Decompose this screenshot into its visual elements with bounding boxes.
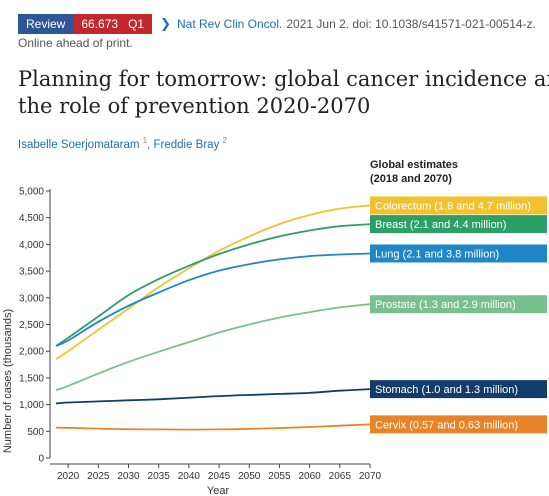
incidence-chart: Global estimates (2018 and 2070) Number … bbox=[2, 159, 547, 496]
author-list: Isabelle Soerjomataram 1, Freddie Bray 2 bbox=[18, 136, 227, 151]
y-tick-label: 4,000 bbox=[19, 240, 44, 251]
x-tick-label: 2060 bbox=[298, 471, 321, 482]
x-tick-label: 2065 bbox=[329, 471, 352, 482]
x-tick-label: 2050 bbox=[238, 471, 261, 482]
legend-title-line-2: (2018 and 2070) bbox=[370, 173, 452, 185]
x-tick-label: 2035 bbox=[148, 471, 171, 482]
author-name[interactable]: Isabelle Soerjomataram bbox=[18, 138, 140, 151]
author-affiliation[interactable]: 2 bbox=[222, 136, 227, 145]
legend-label-box-cervix bbox=[370, 415, 547, 434]
legend-label-box-colorectum bbox=[370, 196, 547, 215]
x-tick-label: 2045 bbox=[208, 471, 231, 482]
x-tick-label: 2055 bbox=[268, 471, 291, 482]
y-tick-label: 500 bbox=[27, 427, 44, 438]
legend-label-box-breast bbox=[370, 215, 547, 234]
y-axis-label: Number of cases (thousands) bbox=[2, 309, 14, 453]
legend-label-prostate: Prostate (1.3 and 2.9 million) bbox=[375, 299, 516, 311]
author-separator: , bbox=[147, 138, 154, 151]
series-line-lung bbox=[55, 252, 371, 347]
quartile-value: Q1 bbox=[128, 17, 145, 31]
y-tick-label: 4,500 bbox=[19, 213, 44, 224]
legend-title-line-1: Global estimates bbox=[370, 159, 458, 171]
author-affiliation[interactable]: 1 bbox=[142, 136, 148, 145]
series-line-breast bbox=[55, 223, 371, 347]
series-line-stomach bbox=[55, 388, 371, 405]
legend-label-colorectum: Colorectum (1.8 and 4.7 million) bbox=[375, 200, 531, 212]
y-tick-label: 1,000 bbox=[19, 400, 44, 411]
impact-factor-value: 66.673 bbox=[81, 17, 119, 31]
citation-text: 2021 Jun 2. doi: 10.1038/s41571-021-0051… bbox=[286, 17, 536, 31]
x-tick-label: 2070 bbox=[359, 471, 382, 482]
y-tick-label: 5,000 bbox=[19, 187, 44, 198]
y-tick-label: 2,000 bbox=[19, 347, 44, 358]
y-tick-label: 1,500 bbox=[19, 373, 44, 384]
review-badge[interactable]: Review bbox=[18, 14, 74, 34]
legend-label-cervix: Cervix (0.57 and 0.63 million) bbox=[375, 419, 518, 431]
series-line-prostate bbox=[55, 303, 371, 392]
y-tick-label: 3,000 bbox=[19, 293, 44, 304]
impact-factor-badge[interactable]: 66.673 Q1 bbox=[73, 14, 153, 34]
x-axis-label: Year bbox=[207, 485, 230, 496]
legend-label-box-prostate bbox=[370, 295, 547, 314]
article-meta-bar: Review 66.673 Q1 ❯ Nat Rev Clin Oncol. 2… bbox=[18, 14, 536, 34]
legend-label-box-lung bbox=[370, 244, 547, 263]
series-line-cervix bbox=[55, 423, 371, 431]
y-tick-label: 0 bbox=[38, 454, 44, 465]
x-tick-label: 2025 bbox=[87, 471, 110, 482]
legend-label-box-stomach bbox=[370, 380, 547, 399]
title-line-2: the role of prevention 2020-2070 bbox=[18, 94, 371, 118]
title-line-1: Planning for tomorrow: global cancer inc… bbox=[18, 67, 549, 91]
y-tick-label: 3,500 bbox=[19, 267, 44, 278]
legend-label-stomach: Stomach (1.0 and 1.3 million) bbox=[375, 384, 518, 396]
article-title: Planning for tomorrow: global cancer inc… bbox=[18, 66, 549, 120]
x-tick-label: 2040 bbox=[178, 471, 201, 482]
author-name[interactable]: Freddie Bray bbox=[153, 138, 220, 151]
y-tick-label: 2,500 bbox=[19, 320, 44, 331]
publication-status: Online ahead of print. bbox=[18, 36, 133, 50]
legend-label-lung: Lung (2.1 and 3.8 million) bbox=[375, 248, 499, 260]
journal-link[interactable]: Nat Rev Clin Oncol. bbox=[176, 17, 283, 31]
legend-label-breast: Breast (2.1 and 4.4 million) bbox=[375, 219, 506, 231]
chevron-right-icon[interactable]: ❯ bbox=[160, 16, 171, 31]
x-tick-label: 2030 bbox=[117, 471, 140, 482]
x-tick-label: 2020 bbox=[57, 471, 80, 482]
